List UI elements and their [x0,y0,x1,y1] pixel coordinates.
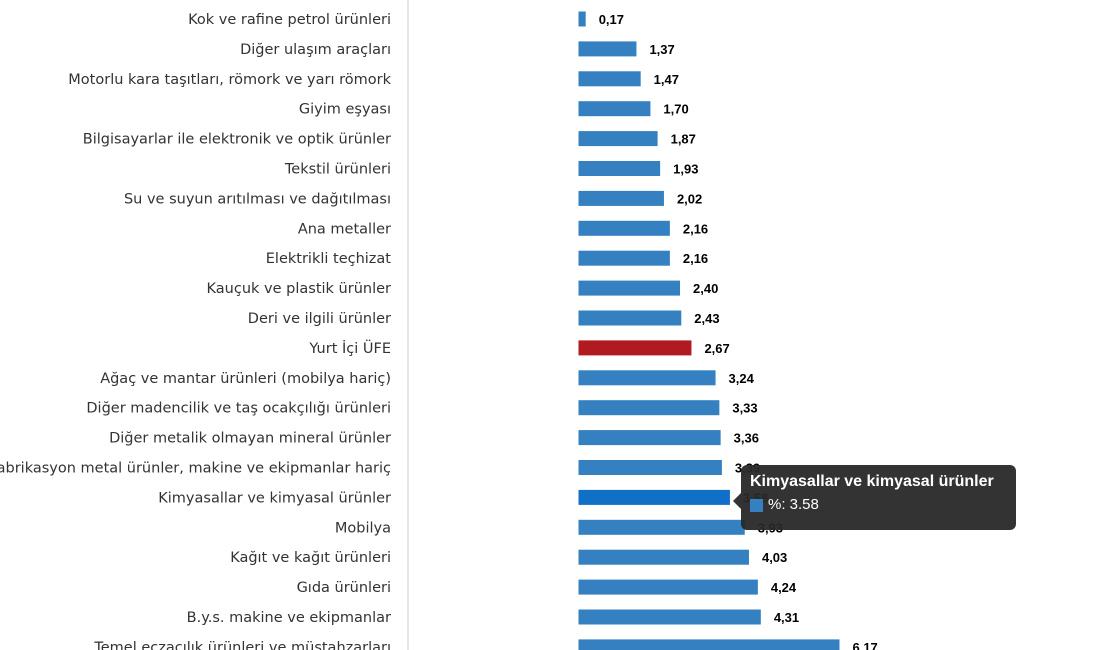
bar[interactable] [578,190,664,206]
category-label: Su ve suyun arıtılması ve dağıtılması [124,191,391,207]
value-label: 4,03 [762,550,787,565]
bar[interactable] [578,71,641,87]
bar[interactable] [578,101,651,117]
category-label: Elektrikli teçhizat [266,251,392,267]
category-label: Diğer madencilik ve taş ocakçılığı ürünl… [86,401,391,417]
bar[interactable] [578,41,637,57]
bar[interactable] [578,370,716,386]
category-label: Kauçuk ve plastik ürünler [207,281,391,297]
bar[interactable] [578,430,721,446]
bar[interactable] [578,639,840,650]
value-label: 3,24 [729,371,755,386]
category-label: Kok ve rafine petrol ürünleri [188,12,391,28]
category-label: Giyim eşyası [299,102,391,118]
category-label: Gıda ürünleri [297,580,391,596]
value-label: 6,17 [852,640,877,650]
category-label: Kağıt ve kağıt ürünleri [230,550,391,566]
bar[interactable] [578,11,586,27]
value-label: 4,24 [771,580,797,595]
tooltip-title: Kimyasallar ve kimyasal ürünler [750,473,994,490]
bar[interactable] [578,220,670,236]
category-label: Motorlu kara taşıtları, römork ve yarı r… [68,72,391,88]
category-label: Kimyasallar ve kimyasal ürünler [158,490,391,506]
value-label: 2,67 [704,341,729,356]
category-label: Ağaç ve mantar ürünleri (mobilya hariç) [100,371,391,387]
value-label: 3,33 [732,401,757,416]
bar[interactable] [578,161,661,176]
value-label: 2,16 [683,221,708,236]
bar[interactable] [578,519,745,535]
bar[interactable] [578,250,670,266]
value-label: 2,16 [683,251,708,266]
category-label: Tekstil ürünleri [284,162,391,178]
value-label: 0,17 [599,12,624,27]
category-label: Ana metaller [298,221,391,237]
category-label: Diğer ulaşım araçları [240,42,391,58]
value-label: 1,93 [673,162,698,177]
bar[interactable] [578,549,749,565]
value-label: 4,31 [774,610,799,625]
category-label: B.y.s. makine ve ekipmanlar [187,610,391,626]
value-label: 2,40 [693,281,718,296]
bar[interactable] [578,131,658,147]
category-label: Mobilya [335,520,391,536]
tooltip-value: %: 3.58 [768,496,819,513]
value-label: 2,43 [694,311,719,326]
tooltip-series-swatch [750,498,763,512]
value-label: 2,02 [677,191,702,206]
value-label: 1,37 [649,42,674,57]
tooltip-value-row: %: 3.58 [750,496,1007,514]
category-label: Diğer metalik olmayan mineral ürünler [109,431,391,447]
category-label: Deri ve ilgili ürünler [248,311,391,327]
value-label: 1,47 [654,72,679,87]
hover-tooltip: Kimyasallar ve kimyasal ürünler %: 3.58 [733,465,1016,530]
bar-highlight[interactable] [578,340,692,356]
bar[interactable] [578,460,722,475]
category-label: Temel eczacılık ürünleri ve müstahzarlar… [93,640,391,650]
category-label: Yurt İçi ÜFE [308,339,391,357]
bar[interactable] [578,400,720,416]
bar[interactable] [578,579,758,595]
bar[interactable] [578,280,681,296]
bar[interactable] [578,489,730,505]
bar[interactable] [578,310,682,326]
value-label: 3,36 [734,431,759,446]
category-label: Bilgisayarlar ile elektronik ve optik ür… [83,132,391,148]
bar[interactable] [578,609,761,625]
category-label: Fabrikasyon metal ürünler, makine ve eki… [0,461,391,477]
value-label: 1,87 [671,132,696,147]
value-label: 1,70 [663,102,688,117]
